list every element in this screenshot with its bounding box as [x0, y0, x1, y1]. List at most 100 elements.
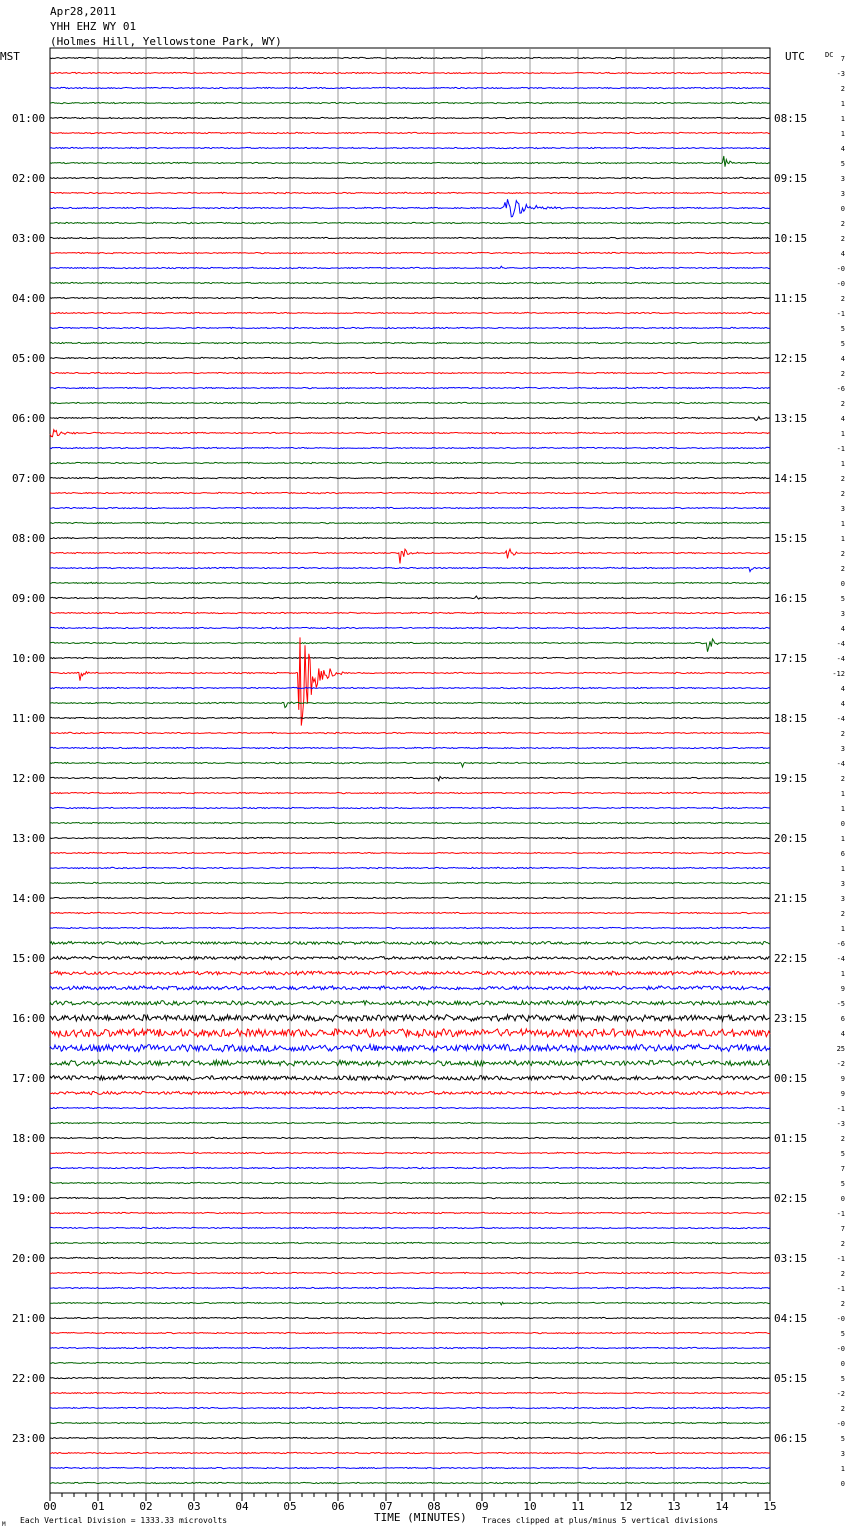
dc-offset-value: 4	[841, 145, 845, 153]
dc-offset-value: -0	[837, 265, 845, 273]
dc-offset-value: 5	[841, 1435, 845, 1443]
seismic-trace	[49, 1058, 771, 1068]
seismic-trace	[49, 581, 771, 585]
seismic-trace	[49, 716, 771, 720]
dc-offset-value: 2	[841, 295, 845, 303]
dc-offset-value: 25	[837, 1045, 845, 1053]
seismic-trace	[49, 461, 771, 465]
x-axis-title: TIME (MINUTES)	[374, 1511, 467, 1524]
scale-note: Each Vertical Division = 1333.33 microvo…	[20, 1516, 228, 1525]
seismic-trace	[49, 386, 771, 390]
seismic-trace	[49, 686, 771, 690]
seismic-trace	[49, 176, 771, 180]
dc-offset-value: 0	[841, 1195, 845, 1203]
seismic-trace	[49, 1090, 771, 1096]
mst-hour-label: 21:00	[12, 1312, 45, 1325]
mst-hour-label: 07:00	[12, 472, 45, 485]
seismic-trace	[49, 1074, 771, 1082]
seismic-trace	[49, 1181, 771, 1185]
mst-hour-label: 12:00	[12, 772, 45, 785]
plot-date: Apr28,2011	[50, 5, 117, 18]
dc-offset-value: 4	[841, 355, 845, 363]
utc-hour-label: 02:15	[774, 1192, 807, 1205]
x-tick-label: 05	[283, 1500, 296, 1513]
mst-hour-label: 03:00	[12, 232, 45, 245]
mst-hour-label: 18:00	[12, 1132, 45, 1145]
dc-offset-value: 3	[841, 190, 845, 198]
dc-offset-value: 6	[841, 850, 845, 858]
seismic-trace	[49, 236, 771, 240]
dc-offset-value: -1	[837, 1105, 845, 1113]
dc-offset-value: 3	[841, 880, 845, 888]
dc-offset-value: 2	[841, 775, 845, 783]
mst-hour-label: 02:00	[12, 172, 45, 185]
seismic-trace	[49, 1451, 771, 1455]
mst-hour-label: 10:00	[12, 652, 45, 665]
dc-offset-value: -2	[837, 1060, 845, 1068]
seismic-trace	[49, 476, 771, 480]
dc-offset-value: 5	[841, 1375, 845, 1383]
utc-hour-label: 05:15	[774, 1372, 807, 1385]
mst-hour-label: 09:00	[12, 592, 45, 605]
x-tick-label: 11	[571, 1500, 584, 1513]
seismic-trace	[49, 56, 771, 60]
seismic-trace	[49, 491, 771, 495]
seismic-trace	[49, 1331, 770, 1335]
dc-offset-value: 1	[841, 130, 845, 138]
dc-offset-value: 2	[841, 235, 845, 243]
dc-offset-value: 5	[841, 595, 845, 603]
seismic-trace	[49, 1241, 771, 1245]
seismic-trace	[49, 940, 771, 946]
dc-offset-value: 2	[841, 550, 845, 558]
seismic-trace	[49, 791, 771, 795]
mst-hour-label: 08:00	[12, 532, 45, 545]
seismic-trace	[49, 155, 771, 167]
seismic-trace	[49, 637, 771, 726]
dc-offset-value: 2	[841, 910, 845, 918]
seismic-trace	[49, 446, 771, 450]
seismic-trace	[49, 296, 771, 300]
seismic-trace	[49, 1346, 771, 1350]
dc-offset-value: 2	[841, 1300, 845, 1308]
mst-hour-label: 20:00	[12, 1252, 45, 1265]
dc-offset-value: 5	[841, 1330, 845, 1338]
seismic-trace	[49, 821, 771, 825]
seismic-trace	[49, 911, 771, 915]
dc-offset-value: 0	[841, 820, 845, 828]
dc-offset-value: 9	[841, 1090, 845, 1098]
dc-offset-value: 4	[841, 685, 845, 693]
dc-offset-value: 5	[841, 325, 845, 333]
seismic-trace	[49, 547, 771, 564]
dc-offset-value: -3	[837, 70, 845, 78]
dc-offset-value: 2	[841, 220, 845, 228]
seismic-trace	[49, 701, 771, 709]
seismic-trace	[49, 265, 771, 270]
seismic-trace	[49, 371, 771, 375]
seismic-trace	[49, 1406, 771, 1410]
dc-label: DC	[825, 51, 834, 59]
dc-offset-value: 4	[841, 700, 845, 708]
x-tick-label: 09	[475, 1500, 488, 1513]
dc-offset-value: 1	[841, 1465, 845, 1473]
dc-offset-value: 2	[841, 1405, 845, 1413]
dc-offset-value: 1	[841, 115, 845, 123]
seismic-trace	[49, 970, 771, 977]
seismic-trace	[49, 626, 771, 630]
seismic-trace	[49, 731, 771, 735]
seismic-trace	[49, 1361, 771, 1365]
dc-offset-value: -6	[837, 940, 845, 948]
dc-offset-value: -1	[837, 445, 845, 453]
mst-hour-label: 05:00	[12, 352, 45, 365]
utc-hour-label: 17:15	[774, 652, 807, 665]
dc-offset-value: 7	[841, 55, 845, 63]
mst-hour-label: 22:00	[12, 1372, 45, 1385]
utc-axis-label: UTC	[785, 50, 805, 63]
seismic-trace	[49, 866, 771, 870]
seismic-trace	[49, 116, 771, 120]
dc-offset-value: 4	[841, 1030, 845, 1038]
x-tick-label: 13	[667, 1500, 680, 1513]
dc-offset-value: -5	[837, 1000, 845, 1008]
utc-hour-label: 18:15	[774, 712, 807, 725]
seismic-trace	[49, 131, 771, 135]
seismic-trace	[49, 566, 771, 573]
